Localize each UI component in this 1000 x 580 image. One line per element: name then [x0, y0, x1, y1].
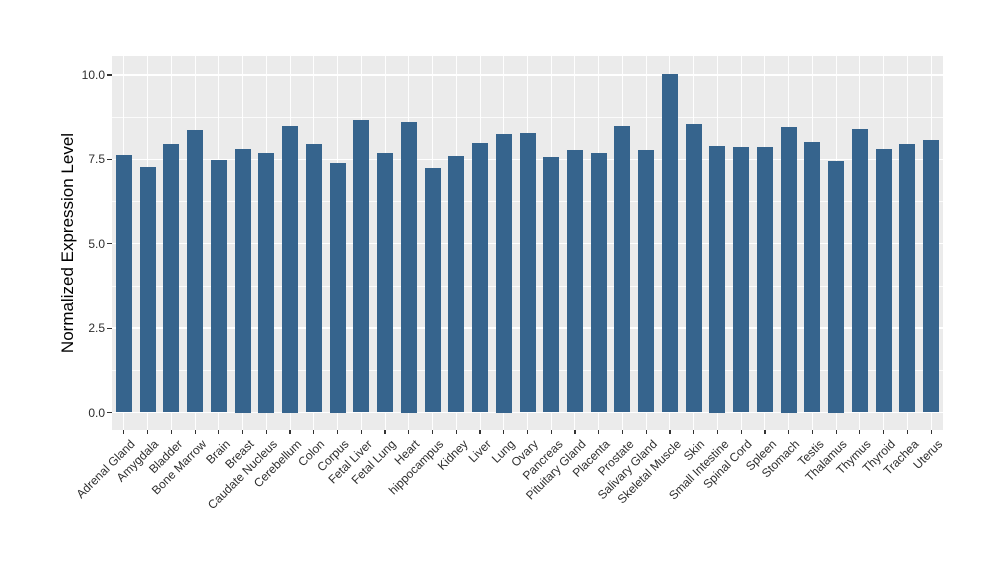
x-tick-mark: [408, 430, 410, 434]
x-tick-mark: [811, 430, 813, 434]
bar: [638, 150, 655, 413]
y-tick-mark: [107, 243, 112, 245]
x-tick-mark: [313, 430, 315, 434]
y-tick-label: 5.0: [88, 236, 105, 251]
bar: [828, 161, 845, 413]
bar: [733, 146, 750, 413]
x-tick-mark: [241, 430, 244, 434]
x-tick-mark: [550, 430, 552, 434]
x-tick-mark: [835, 430, 837, 434]
x-tick-mark: [645, 430, 647, 434]
x-tick-mark: [431, 430, 434, 434]
bar: [305, 143, 322, 413]
bar: [329, 162, 346, 413]
bar: [851, 128, 868, 413]
x-tick-mark: [147, 430, 149, 434]
x-tick-mark: [598, 430, 600, 434]
y-tick-label: 7.5: [88, 152, 105, 167]
bar: [258, 152, 275, 413]
x-tick-mark: [859, 430, 861, 434]
minor-gridline: [112, 116, 943, 118]
bar: [400, 122, 417, 413]
y-tick-label: 10.0: [81, 68, 105, 82]
x-tick-mark: [669, 430, 671, 434]
y-tick-mark: [107, 74, 112, 76]
bar: [614, 126, 631, 413]
y-tick-label: 2.5: [88, 321, 105, 336]
bar: [685, 123, 702, 413]
x-tick-mark: [906, 430, 908, 434]
bar: [163, 143, 180, 413]
x-tick-mark: [930, 430, 932, 434]
x-tick-mark: [265, 430, 267, 434]
bar: [353, 119, 370, 413]
x-tick-mark: [455, 430, 457, 434]
bar: [377, 153, 394, 413]
bar: [282, 125, 299, 413]
bar: [210, 160, 227, 413]
x-tick-mark: [384, 430, 386, 434]
x-tick-mark: [194, 430, 196, 434]
bar: [472, 142, 488, 413]
y-tick-mark: [107, 327, 112, 329]
bar: [756, 146, 773, 413]
bar: [899, 143, 916, 413]
x-tick-mark: [693, 430, 695, 434]
bar: [709, 145, 726, 413]
bar: [495, 134, 512, 413]
bar: [875, 148, 892, 413]
y-tick-mark: [107, 411, 112, 414]
bar: [187, 130, 204, 413]
x-tick-mark: [218, 430, 220, 434]
y-tick-label: 0.0: [88, 405, 105, 420]
x-tick-mark: [360, 430, 362, 434]
bar: [566, 149, 583, 413]
bar: [923, 140, 940, 413]
x-tick-mark: [621, 430, 624, 434]
x-tick-mark: [740, 430, 742, 434]
bar: [115, 154, 132, 413]
x-tick-mark: [764, 430, 766, 434]
bar: [448, 156, 465, 413]
x-tick-mark: [883, 430, 885, 434]
x-tick-mark: [170, 430, 172, 434]
x-tick-mark: [289, 430, 291, 434]
bar: [780, 127, 797, 413]
x-tick-mark: [526, 430, 529, 434]
bar: [543, 157, 560, 413]
bar: [234, 149, 251, 413]
bar: [424, 168, 441, 413]
bar: [590, 152, 607, 413]
x-tick-mark: [716, 430, 719, 434]
x-tick-mark: [788, 430, 790, 434]
x-tick-label: Liver: [465, 437, 494, 466]
x-tick-mark: [574, 430, 576, 434]
bar: [519, 132, 536, 413]
major-gridline: [112, 74, 943, 76]
bar: [661, 73, 678, 413]
bar: [139, 167, 156, 413]
y-tick-mark: [107, 158, 112, 160]
major-gridline: [112, 411, 943, 414]
x-tick-mark: [479, 430, 481, 434]
bar: [804, 142, 821, 413]
x-tick-mark: [123, 430, 125, 434]
x-tick-mark: [336, 430, 339, 434]
x-tick-mark: [503, 430, 505, 434]
plot-panel: [112, 56, 943, 430]
